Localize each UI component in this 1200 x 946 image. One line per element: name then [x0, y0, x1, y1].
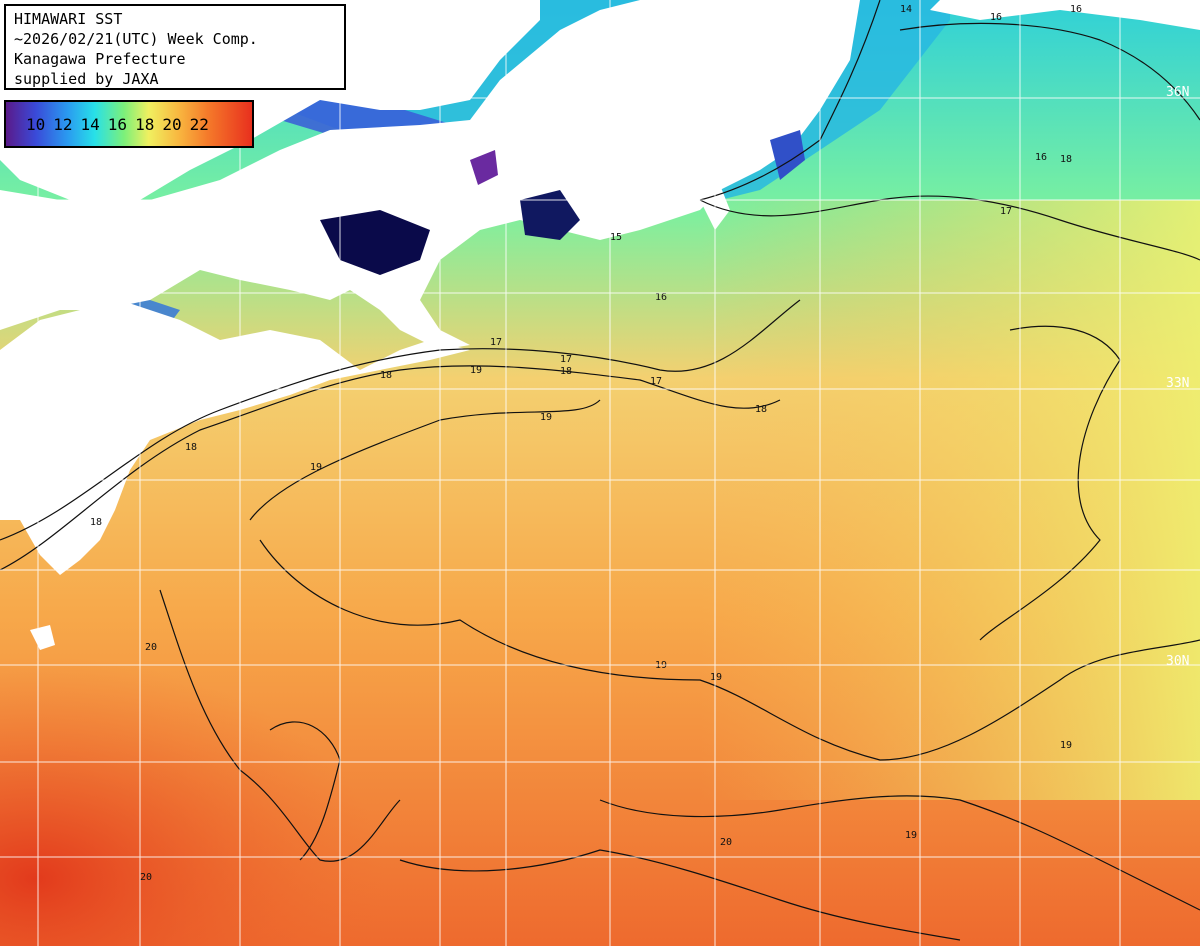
land-shikoku: [0, 300, 470, 575]
sea-cool-east: [700, 200, 1200, 800]
contour-label: 19: [1060, 740, 1072, 751]
sea-cold-pocket-2: [520, 190, 580, 240]
contour-label: 19: [470, 365, 482, 376]
sea-cold-pocket-3: [470, 150, 498, 185]
legend-tick: 22: [189, 115, 209, 134]
contour-label: 16: [990, 12, 1002, 23]
legend-tick: 16: [107, 115, 128, 134]
map-title: HIMAWARI SST: [14, 10, 123, 28]
lat-label-33n: 33N: [1166, 376, 1189, 391]
contour-label: 17: [560, 354, 572, 365]
contour-label: 18: [560, 366, 572, 377]
land-small-island: [30, 625, 55, 650]
contour-label: 18: [755, 404, 767, 415]
contour-label: 18: [90, 517, 102, 528]
land-east: [930, 0, 1200, 30]
lon-label-136e: 136E: [485, 9, 500, 40]
contour-label: 19: [540, 412, 552, 423]
contour-label: 16: [1070, 4, 1082, 15]
contour-label: 19: [905, 830, 917, 841]
contour-label: 20: [140, 872, 152, 883]
temperature-legend: 10 12 14 16 18 20 22: [4, 100, 254, 148]
sea-cold-pocket: [320, 210, 430, 275]
contour-label: 17: [490, 337, 502, 348]
contour-label: 16: [1035, 152, 1047, 163]
map-credit: supplied by JAXA: [14, 70, 159, 88]
contour-label: 18: [380, 370, 392, 381]
contour-label: 16: [655, 292, 667, 303]
contour-label: 17: [650, 376, 662, 387]
contour-label: 14: [900, 4, 912, 15]
legend-tick: 20: [162, 115, 182, 134]
lat-label-36n: 36N: [1166, 85, 1189, 100]
map-region: Kanagawa Prefecture: [14, 50, 186, 68]
contour-label: 20: [720, 837, 732, 848]
contour-label: 20: [145, 642, 157, 653]
legend-tick: 18: [135, 115, 155, 134]
legend-labels: 10 12 14 16 18 20 22: [26, 115, 217, 134]
land-kyushu: [0, 380, 60, 520]
land-honshu: [0, 0, 860, 350]
contour-label: 17: [1000, 206, 1012, 217]
contour-label: 18: [185, 442, 197, 453]
legend-tick: 14: [80, 115, 100, 134]
contour-label: 15: [610, 232, 622, 243]
contour-label: 19: [310, 462, 322, 473]
map-title-box: HIMAWARI SST ~2026/02/21(UTC) Week Comp.…: [4, 4, 346, 90]
lat-label-30n: 30N: [1166, 654, 1189, 669]
legend-tick: 10: [26, 115, 46, 134]
legend-tick: 12: [53, 115, 73, 134]
contour-label: 19: [710, 672, 722, 683]
map-date-range: ~2026/02/21(UTC) Week Comp.: [14, 30, 258, 48]
contour-label: 18: [1060, 154, 1072, 165]
sea-warm-southwest: [0, 500, 700, 946]
